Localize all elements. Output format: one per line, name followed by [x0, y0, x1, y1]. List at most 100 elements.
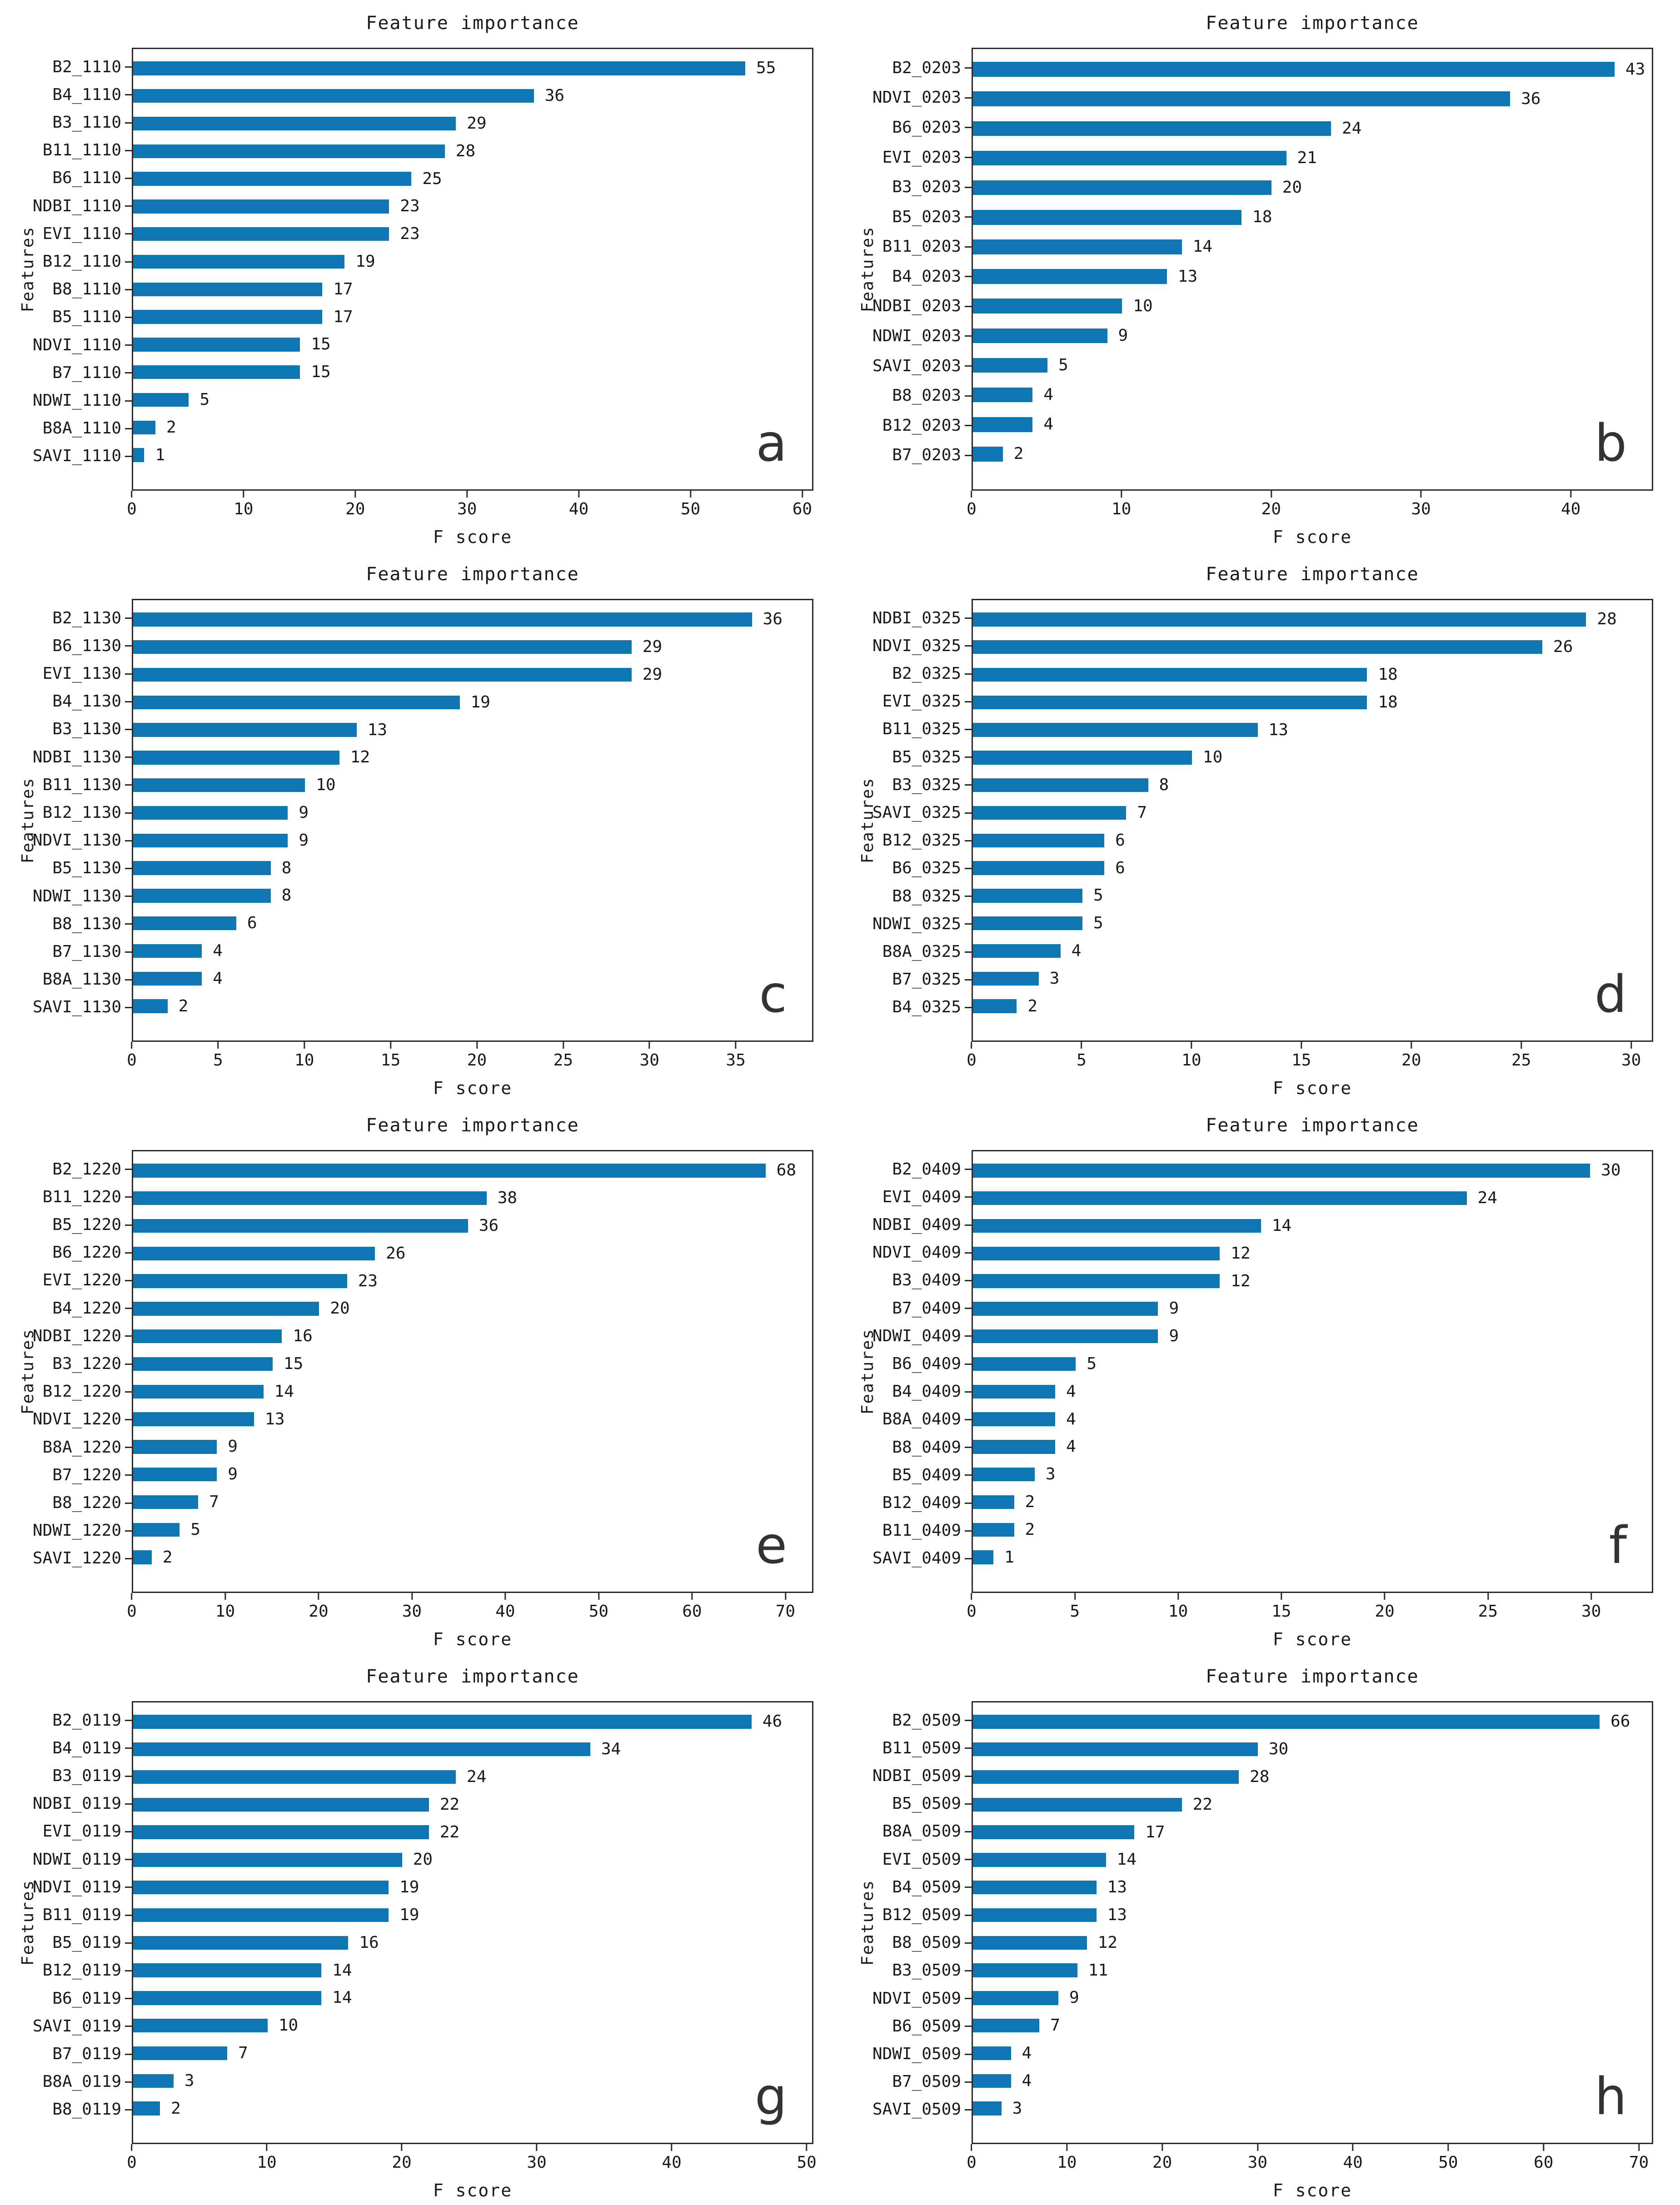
importance-bar: [133, 1523, 180, 1537]
bar-value-label: 18: [1378, 692, 1398, 712]
importance-bar: [133, 612, 752, 627]
y-tick-row: B2_1220: [0, 1155, 132, 1183]
y-tick-mark: [125, 2053, 132, 2055]
y-tick-label: NDVI_1130: [32, 831, 121, 850]
y-tick-row: NDVI_0325: [840, 632, 972, 660]
bar-row: 7: [133, 2040, 812, 2067]
y-tick-mark: [125, 1886, 132, 1888]
y-tick-label: NDWI_0203: [872, 326, 961, 345]
bar-value-label: 9: [228, 1437, 238, 1456]
bar-value-label: 1: [1004, 1548, 1014, 1567]
bar-row: 11: [973, 1956, 1652, 1984]
y-tick-mark: [965, 701, 972, 702]
y-tick-row: EVI_1130: [0, 660, 132, 687]
y-tick-row: B7_0325: [840, 966, 972, 994]
bar-value-label: 4: [213, 969, 223, 988]
bar-value-label: 66: [1610, 1712, 1630, 1731]
x-tick-mark: [1447, 2144, 1449, 2151]
importance-bar: [973, 1384, 1056, 1399]
y-tick-label: B3_1220: [52, 1354, 121, 1374]
panel-h: Feature importance Features B2_0509 B11_0…: [840, 1653, 1680, 2205]
x-tick: 50: [681, 491, 700, 518]
y-tick-mark: [125, 1363, 132, 1365]
x-tick-label: 10: [234, 500, 254, 518]
y-tick-labels: B2_1110 B4_1110 B3_1110 B11_1110 B6_1110 NDBI…: [0, 48, 132, 491]
y-tick-mark: [125, 1169, 132, 1170]
y-tick-labels: B2_1130 B6_1130 EVI_1130 B4_1130 B3_1130 NDBI…: [0, 599, 132, 1042]
x-tick-label: 20: [392, 2153, 412, 2172]
y-tick-label: NDWI_0119: [32, 1850, 121, 1869]
x-tick: 20: [1401, 1042, 1421, 1069]
bar-value-label: 13: [1268, 720, 1288, 739]
importance-bar: [973, 1880, 1097, 1895]
y-tick-mark: [965, 2081, 972, 2083]
bar-value-label: 2: [1027, 996, 1038, 1015]
y-tick-row: B6_0119: [0, 1985, 132, 2012]
bar-value-label: 13: [1107, 1905, 1127, 1924]
y-tick-mark: [965, 1335, 972, 1337]
x-tick-label: 20: [1375, 1602, 1395, 1621]
y-tick-label: B12_1110: [42, 252, 121, 271]
y-tick-row: B3_0203: [840, 172, 972, 202]
y-tick-label: B3_0509: [892, 1961, 961, 1980]
y-tick-label: B8A_1130: [42, 970, 121, 989]
y-tick-mark: [965, 97, 972, 99]
importance-bar: [973, 1329, 1158, 1344]
x-axis-ticks: 0 5 10 15 20 25 30 35: [127, 1042, 813, 1076]
importance-bar: [973, 2018, 1040, 2033]
y-tick-mark: [965, 1196, 972, 1198]
y-tick-row: B3_1220: [0, 1350, 132, 1378]
y-tick-mark: [965, 454, 972, 456]
importance-bar: [133, 1191, 487, 1205]
x-tick-label: 30: [1247, 2153, 1268, 2172]
y-tick-mark: [965, 1747, 972, 1749]
x-tick: 30: [1621, 1042, 1641, 1069]
y-tick-mark: [125, 1224, 132, 1226]
y-tick-row: B12_1130: [0, 799, 132, 826]
y-tick-row: NDWI_1130: [0, 882, 132, 910]
x-tick-mark: [1570, 491, 1572, 498]
y-tick-label: B12_0203: [882, 416, 961, 435]
bar-row: 2: [133, 992, 812, 1020]
y-tick-mark: [965, 1998, 972, 2000]
bar-value-label: 4: [1022, 2043, 1032, 2062]
bar-row: 36: [133, 82, 812, 110]
bar-row: 23: [133, 220, 812, 248]
importance-bar: [973, 62, 1615, 77]
bar-row: 22: [133, 1791, 812, 1818]
bar-row: 10: [973, 291, 1652, 321]
y-tick-label: B5_1110: [52, 308, 121, 327]
x-tick: 40: [569, 491, 588, 518]
importance-bar: [973, 944, 1061, 958]
x-axis-ticks: 0 5 10 15 20 25 30: [967, 1042, 1653, 1076]
importance-bar: [133, 1742, 590, 1757]
y-tick-row: B8A_0409: [840, 1406, 972, 1433]
bar-row: 29: [133, 661, 812, 689]
bar-value-label: 28: [1250, 1767, 1270, 1786]
x-axis-ticks: 0 5 10 15 20 25 30: [967, 1593, 1653, 1627]
y-tick-row: B3_0409: [840, 1267, 972, 1294]
y-tick-mark: [125, 1775, 132, 1777]
x-tick-mark: [971, 1593, 972, 1600]
importance-bar: [133, 916, 236, 931]
x-tick: 15: [1291, 1042, 1311, 1069]
bar-row: 36: [973, 84, 1652, 114]
y-tick-row: B7_1110: [0, 359, 132, 387]
y-tick-mark: [965, 1886, 972, 1888]
y-tick-label: B7_0409: [892, 1299, 961, 1318]
chart-title: Feature importance: [366, 564, 579, 585]
y-tick-mark: [125, 1447, 132, 1448]
y-tick-label: B2_1110: [52, 57, 121, 76]
bar-value-label: 8: [1159, 776, 1169, 795]
bar-value-label: 9: [299, 803, 309, 822]
y-tick-mark: [125, 1747, 132, 1749]
y-tick-row: B6_1110: [0, 164, 132, 192]
x-tick-label: 70: [775, 1602, 796, 1621]
x-tick: 5: [1077, 1042, 1087, 1069]
importance-bar: [973, 1440, 1056, 1454]
y-tick-mark: [125, 233, 132, 235]
y-tick-mark: [125, 1720, 132, 1722]
bar-row: 13: [973, 716, 1652, 744]
x-tick-mark: [578, 491, 580, 498]
y-tick-mark: [965, 1942, 972, 1944]
